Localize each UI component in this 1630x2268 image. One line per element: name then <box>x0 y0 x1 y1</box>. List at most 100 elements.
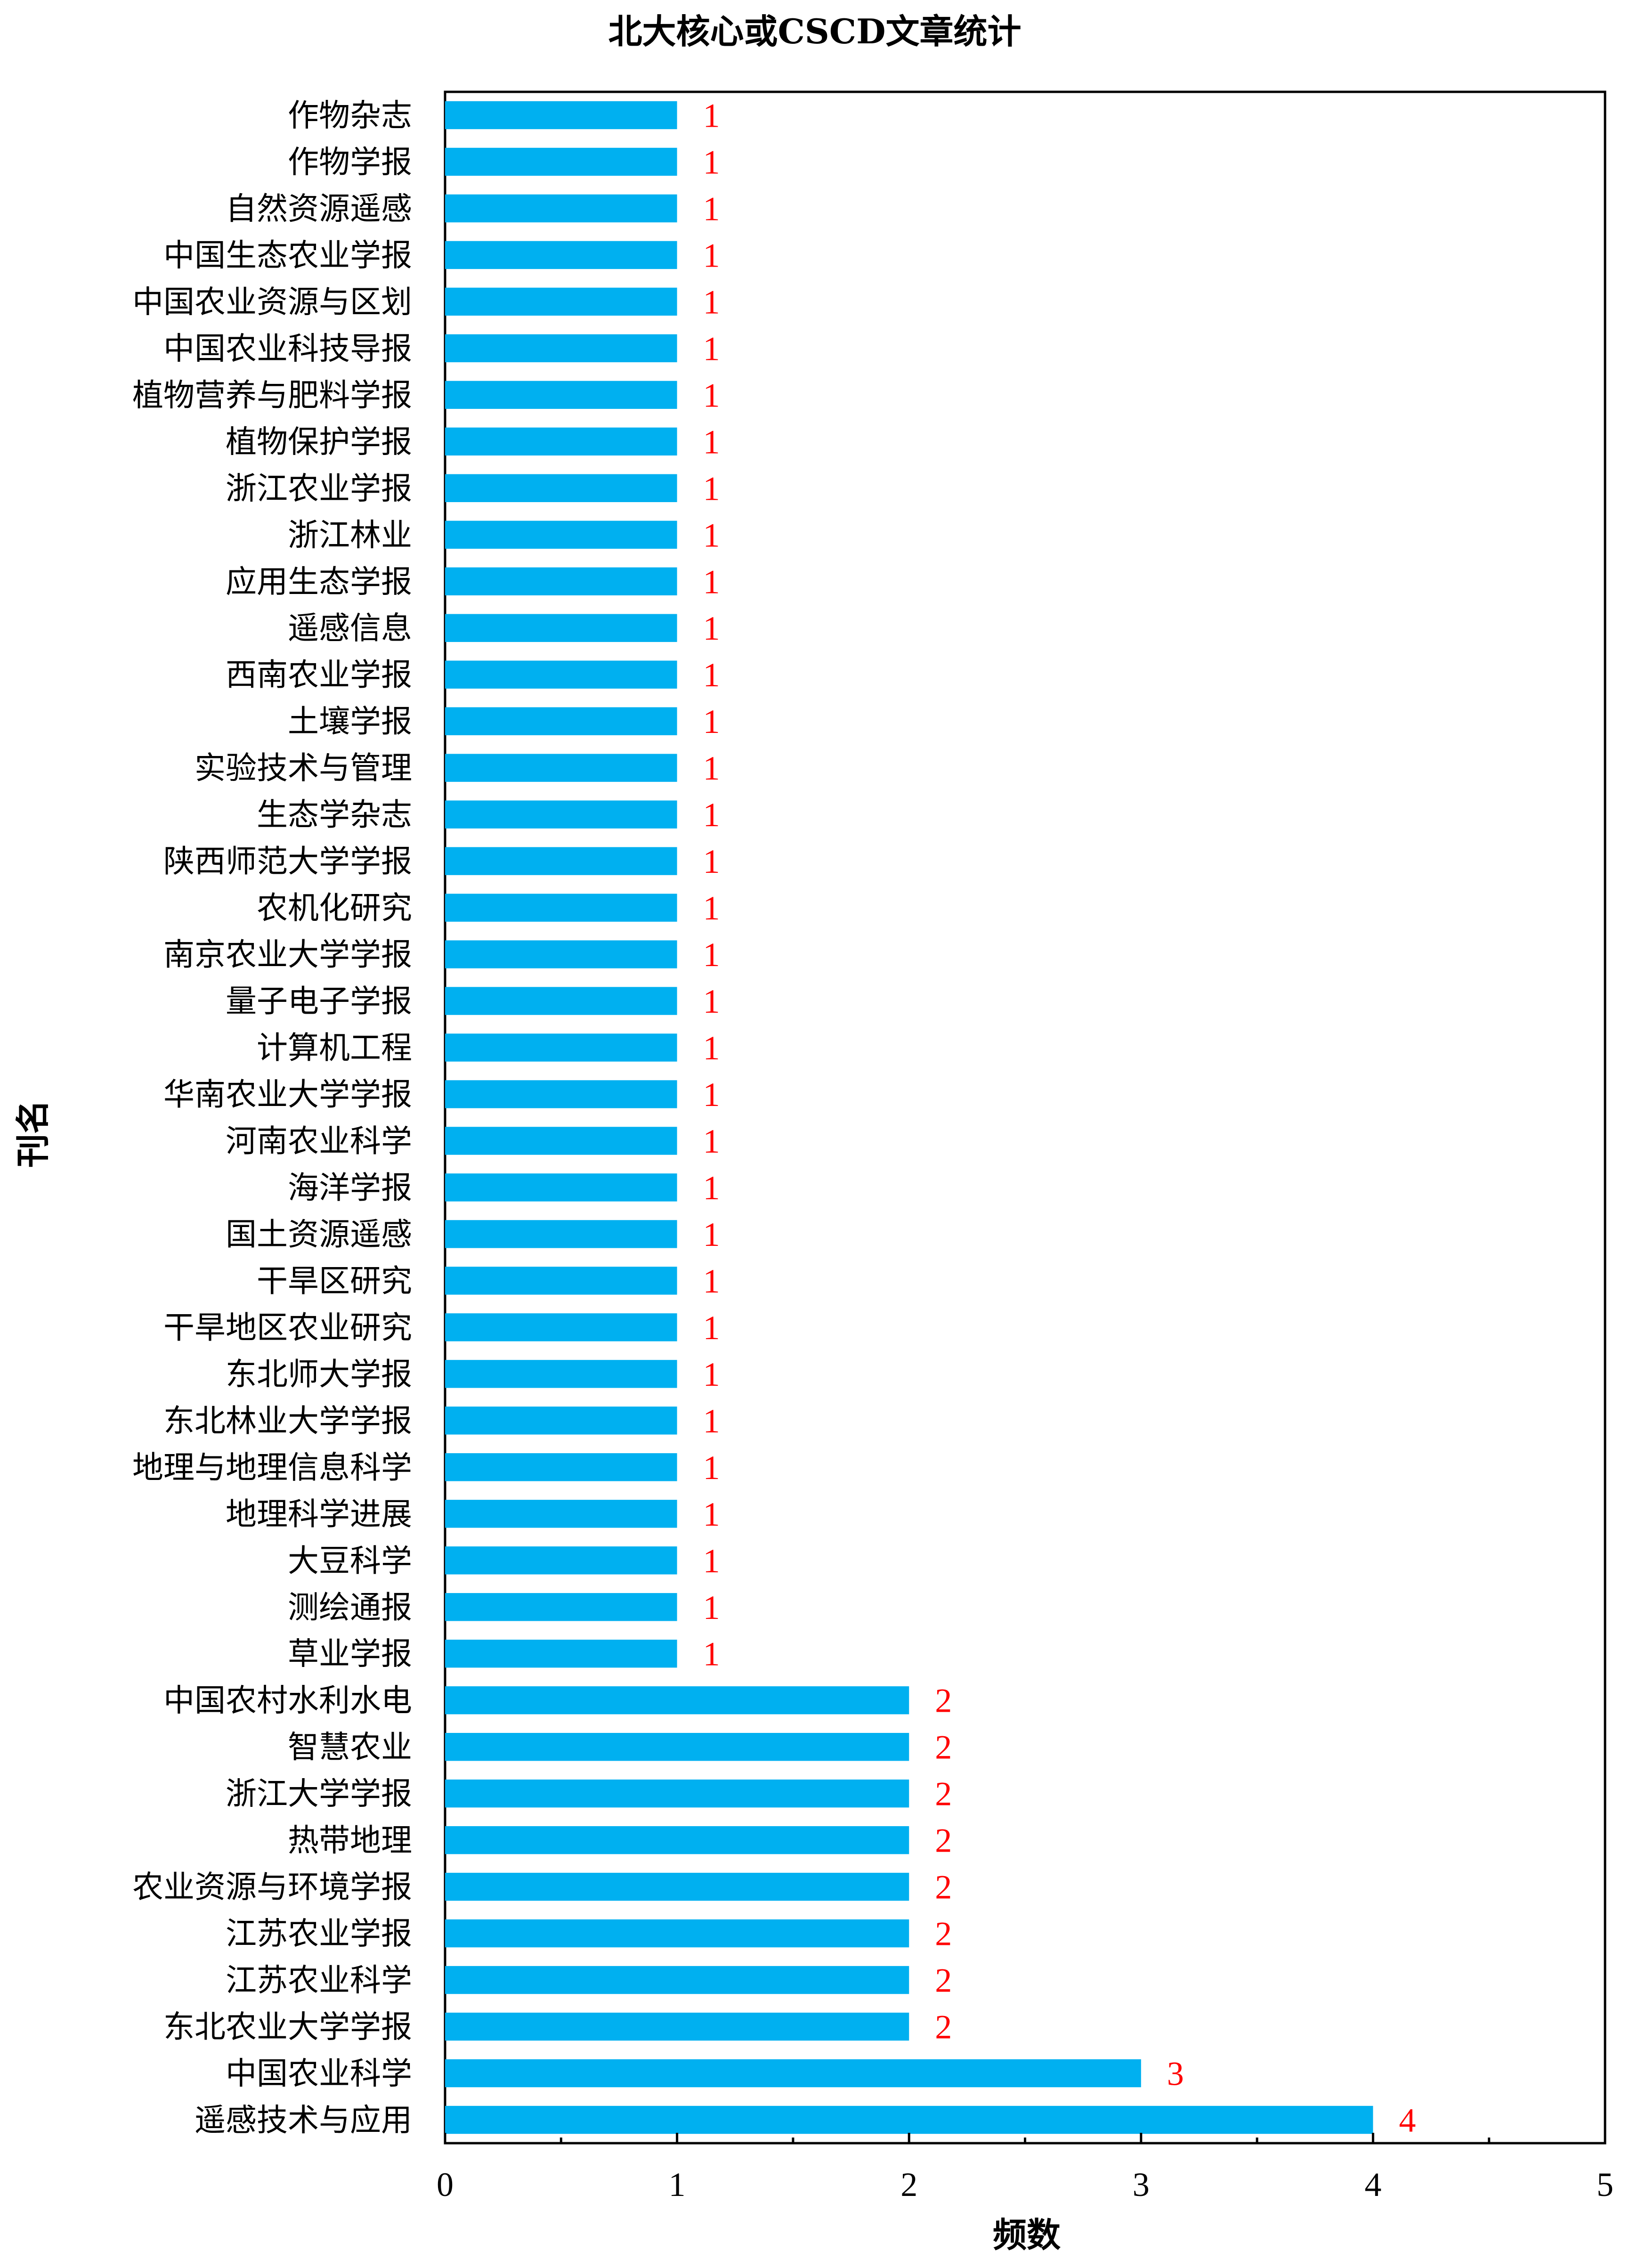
category-label: 国土资源遥感 <box>226 1216 412 1252</box>
category-label: 应用生态学报 <box>226 563 412 600</box>
data-label: 1 <box>703 1542 720 1580</box>
bar <box>445 894 677 922</box>
category-label: 生态学杂志 <box>257 797 412 833</box>
category-label: 作物杂志 <box>288 97 412 133</box>
data-label: 1 <box>703 1169 720 1207</box>
category-label: 干旱区研究 <box>257 1263 412 1299</box>
data-label: 2 <box>935 2008 952 2046</box>
data-label: 2 <box>935 1682 952 1720</box>
category-label: 量子电子学报 <box>226 983 412 1019</box>
bar <box>445 1033 677 1062</box>
bar <box>445 707 677 735</box>
category-label: 浙江林业 <box>288 517 412 553</box>
data-label: 1 <box>703 1496 720 1533</box>
bar <box>445 287 677 316</box>
category-label: 江苏农业科学 <box>226 1962 412 1999</box>
bar <box>445 1826 909 1854</box>
category-label: 遥感技术与应用 <box>195 2102 412 2138</box>
data-label: 2 <box>935 1822 952 1860</box>
bar <box>445 1546 677 1575</box>
data-label: 1 <box>703 983 720 1020</box>
data-label: 1 <box>703 97 720 134</box>
bar <box>445 1593 677 1621</box>
bar <box>445 520 677 549</box>
data-label: 1 <box>703 1216 720 1253</box>
bar <box>445 1872 909 1901</box>
data-label: 1 <box>703 1076 720 1114</box>
data-label: 1 <box>703 1449 720 1487</box>
x-tick-label: 1 <box>669 2166 686 2203</box>
bar <box>445 1360 677 1388</box>
bar <box>445 2012 909 2041</box>
category-label: 西南农业学报 <box>226 657 412 693</box>
category-label: 大豆科学 <box>288 1543 412 1579</box>
data-label: 1 <box>703 1402 720 1440</box>
category-label: 华南农业大学学报 <box>163 1076 412 1113</box>
bar <box>445 474 677 502</box>
data-label: 1 <box>703 1309 720 1347</box>
category-label: 作物学报 <box>288 144 412 180</box>
data-label: 1 <box>703 236 720 274</box>
category-label: 地理与地理信息科学 <box>132 1449 412 1486</box>
data-label: 1 <box>703 889 720 927</box>
bar <box>445 1779 909 1808</box>
chart-title: 北大核心或CSCD文章统计 <box>608 11 1021 51</box>
data-label: 1 <box>703 283 720 321</box>
data-label: 1 <box>703 1356 720 1393</box>
x-ticks-layer: 0 1 2 3 4 5 <box>437 2133 1614 2203</box>
data-label: 2 <box>935 1729 952 1766</box>
data-label: 1 <box>703 1029 720 1067</box>
data-label: 2 <box>935 1962 952 2000</box>
category-label: 地理科学进展 <box>226 1496 412 1532</box>
bar <box>445 2059 1141 2088</box>
category-label: 浙江农业学报 <box>226 470 412 506</box>
bar <box>445 147 677 176</box>
bar <box>445 940 677 968</box>
x-tick-label: 0 <box>437 2166 454 2203</box>
category-label: 遥感信息 <box>288 610 412 646</box>
data-label: 3 <box>1167 2055 1184 2093</box>
bar <box>445 1966 909 1994</box>
bar <box>445 427 677 456</box>
data-label: 1 <box>703 843 720 880</box>
bar <box>445 101 677 130</box>
category-label: 中国生态农业学报 <box>163 237 412 273</box>
data-label: 1 <box>703 143 720 181</box>
bar <box>445 241 677 269</box>
bar <box>445 754 677 782</box>
bar <box>445 1267 677 1295</box>
bar <box>445 614 677 642</box>
category-labels-layer: 作物杂志作物学报自然资源遥感中国生态农业学报中国农业资源与区划中国农业科技导报植… <box>132 97 412 2138</box>
category-label: 南京农业大学学报 <box>163 936 412 973</box>
category-label: 农业资源与环境学报 <box>132 1869 412 1905</box>
bar <box>445 1127 677 1155</box>
data-label: 1 <box>703 563 720 601</box>
category-label: 计算机工程 <box>257 1030 412 1066</box>
data-label: 1 <box>703 703 720 740</box>
bar <box>445 1919 909 1948</box>
bar <box>445 1640 677 1668</box>
bar <box>445 1686 909 1715</box>
data-label: 1 <box>703 656 720 694</box>
category-label: 热带地理 <box>288 1822 412 1859</box>
category-label: 河南农业科学 <box>226 1123 412 1159</box>
data-label: 1 <box>703 423 720 461</box>
bar <box>445 800 677 829</box>
bar <box>445 2105 1373 2134</box>
category-label: 土壤学报 <box>288 703 412 740</box>
data-label: 4 <box>1399 2102 1416 2139</box>
data-label: 2 <box>935 1869 952 1906</box>
data-label: 2 <box>935 1915 952 1953</box>
category-label: 植物保护学报 <box>226 423 412 460</box>
x-tick-label: 2 <box>900 2166 917 2203</box>
x-tick-label: 5 <box>1597 2166 1614 2203</box>
x-axis-title: 频数 <box>993 2215 1061 2255</box>
data-label: 1 <box>703 1262 720 1300</box>
category-label: 测绘通报 <box>288 1589 412 1626</box>
data-label: 2 <box>935 1775 952 1813</box>
bar <box>445 194 677 223</box>
x-tick-label: 3 <box>1133 2166 1150 2203</box>
category-label: 草业学报 <box>288 1636 412 1672</box>
bar <box>445 1313 677 1341</box>
